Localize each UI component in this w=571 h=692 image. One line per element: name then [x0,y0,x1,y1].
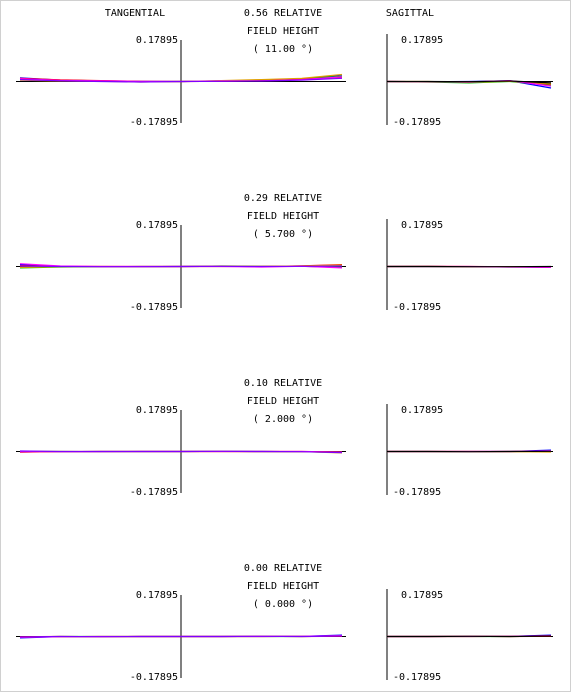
field-angle-label: ( 5.700 °) [253,229,313,240]
sagittal-ytop-label: 0.17895 [401,405,443,416]
tangential-ybot-label: -0.17895 [130,302,178,313]
sagittal-header: SAGITTAL [386,8,434,19]
tangential-ybot-label: -0.17895 [130,117,178,128]
relative-field-label: 0.10 RELATIVE [244,378,322,389]
field-angle-label: ( 2.000 °) [253,414,313,425]
relative-field-label: 0.56 RELATIVE [244,8,322,19]
field-panel-2: 0.10 RELATIVE FIELD HEIGHT ( 2.000 °) 0.178… [16,378,553,498]
sagittal-ytop-label: 0.17895 [401,590,443,601]
relative-field-label: 0.00 RELATIVE [244,563,322,574]
sagittal-ybot-label: -0.17895 [393,117,441,128]
tangential-ytop-label: 0.17895 [136,35,178,46]
tangential-ytop-label: 0.17895 [136,590,178,601]
tangential-curve-w6 [19,265,343,268]
field-angle-label: ( 0.000 °) [253,599,313,610]
tangential-curve-w6 [19,77,343,83]
tangential-ytop-label: 0.17895 [136,405,178,416]
sagittal-ybot-label: -0.17895 [393,302,441,313]
field-panel-0: 0.56 RELATIVE FIELD HEIGHT ( 11.00 °) 0.178… [16,8,553,128]
relative-field-label: 0.29 RELATIVE [244,193,322,204]
sagittal-curve-w7 [387,635,552,638]
sagittal-ybot-label: -0.17895 [393,672,441,683]
field-panels: 0.56 RELATIVE FIELD HEIGHT ( 11.00 °) 0.178… [16,8,553,683]
sagittal-ybot-label: -0.17895 [393,487,441,498]
tangential-ybot-label: -0.17895 [130,672,178,683]
tangential-ytop-label: 0.17895 [136,220,178,231]
sagittal-ytop-label: 0.17895 [401,35,443,46]
sagittal-ytop-label: 0.17895 [401,220,443,231]
tangential-curve-w6 [19,450,343,454]
field-panel-3: 0.00 RELATIVE FIELD HEIGHT ( 0.000 °) 0.178… [16,563,553,683]
field-height-label: FIELD HEIGHT [247,26,319,37]
field-angle-label: ( 11.00 °) [253,44,313,55]
sagittal-curve-w7 [387,80,552,84]
field-height-label: FIELD HEIGHT [247,581,319,592]
field-height-label: FIELD HEIGHT [247,396,319,407]
tangential-curve-w6 [19,635,343,638]
field-panel-1: 0.29 RELATIVE FIELD HEIGHT ( 5.700 °) 0.178… [16,193,553,313]
tangential-header: TANGENTIAL [105,8,165,19]
tangential-ybot-label: -0.17895 [130,487,178,498]
field-height-label: FIELD HEIGHT [247,211,319,222]
